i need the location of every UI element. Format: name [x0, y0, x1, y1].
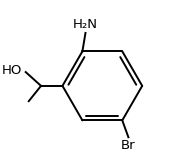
Text: H₂N: H₂N: [73, 18, 98, 31]
Text: Br: Br: [121, 139, 136, 152]
Text: HO: HO: [2, 64, 23, 77]
